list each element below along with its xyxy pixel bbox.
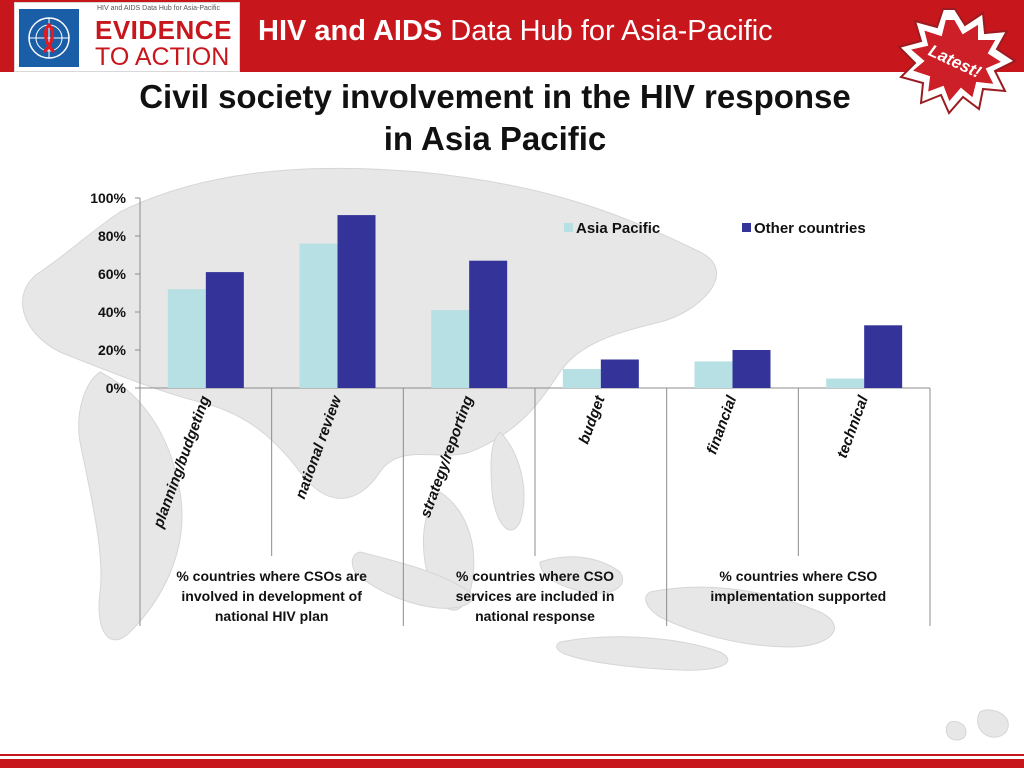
legend-item-asia-pacific-swatch <box>564 223 573 232</box>
group-label: national HIV plan <box>215 608 329 624</box>
latest-badge[interactable]: Latest! <box>893 5 1018 115</box>
group-label: involved in development of <box>181 588 362 604</box>
y-tick-label: 20% <box>98 342 127 358</box>
category-label: strategy/reporting <box>417 394 477 520</box>
category-label: technical <box>834 393 872 461</box>
bar-other-countries <box>732 350 771 388</box>
bar-other-countries <box>864 325 903 388</box>
y-tick-label: 80% <box>98 228 127 244</box>
banner-title-rest: Data Hub for Asia-Pacific <box>442 15 773 47</box>
footer-bar <box>0 759 1024 768</box>
legend-item-other-countries: Other countries <box>754 220 866 237</box>
header-banner: HIV and AIDS Data Hub for Asia-Pacific E… <box>0 0 1024 72</box>
category-label: financial <box>703 393 740 457</box>
y-tick-label: 60% <box>98 266 127 282</box>
banner-title-bold: HIV and AIDS <box>258 15 443 47</box>
bar-asia-pacific <box>562 369 601 388</box>
starburst-inner <box>906 18 1006 105</box>
logo-line-evidence: EVIDENCE <box>95 15 232 45</box>
evidence-to-action-logo[interactable]: HIV and AIDS Data Hub for Asia-Pacific E… <box>14 2 240 72</box>
logo-line-to-action: TO ACTION <box>95 43 230 71</box>
category-label: national review <box>292 392 345 501</box>
bar-other-countries <box>205 272 244 388</box>
group-label: % countries where CSO <box>456 568 614 584</box>
y-tick-label: 40% <box>98 304 127 320</box>
category-label: budget <box>576 393 609 447</box>
bar-asia-pacific <box>431 310 470 388</box>
bar-other-countries <box>469 260 508 388</box>
bar-asia-pacific <box>299 243 338 388</box>
y-tick-label: 100% <box>90 190 126 206</box>
bar-other-countries <box>337 215 376 388</box>
bar-asia-pacific <box>167 289 206 388</box>
y-tick-label: 0% <box>106 380 127 396</box>
group-label: % countries where CSO <box>719 568 877 584</box>
slide-title: Civil society involvement in the HIV res… <box>40 76 950 160</box>
un-emblem-icon <box>19 9 79 67</box>
bar-other-countries <box>600 359 639 388</box>
group-label: services are included in <box>456 588 615 604</box>
category-label: planning/budgeting <box>150 394 214 532</box>
group-label: national response <box>475 608 595 624</box>
legend-item-asia-pacific: Asia Pacific <box>576 220 660 237</box>
banner-title: HIV and AIDS Data Hub for Asia-Pacific <box>258 15 773 48</box>
slide-title-line1: Civil society involvement in the HIV res… <box>139 78 851 115</box>
slide-title-line2: in Asia Pacific <box>383 120 607 157</box>
logo-tagline: HIV and AIDS Data Hub for Asia-Pacific <box>97 5 220 12</box>
legend-item-other-countries-swatch <box>742 223 751 232</box>
group-label: % countries where CSOs are <box>176 568 367 584</box>
footer-line <box>0 754 1024 756</box>
bar-asia-pacific <box>694 361 733 388</box>
bar-asia-pacific <box>826 378 865 388</box>
group-label: implementation supported <box>710 588 886 604</box>
